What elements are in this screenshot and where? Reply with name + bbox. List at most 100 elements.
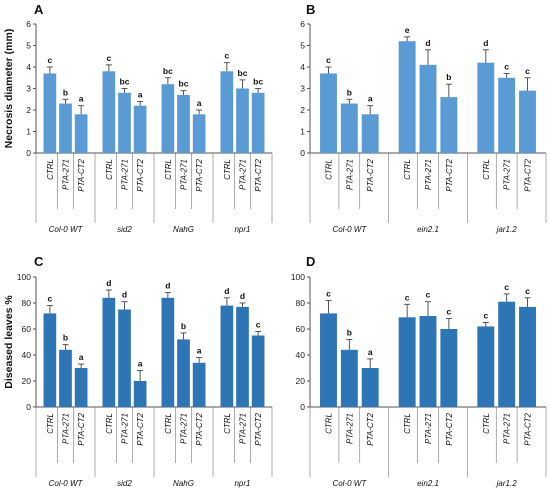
panel-c-group-label: sid2 (117, 479, 132, 488)
panel-a-significance-letter: c (224, 51, 229, 61)
panel-a-category-label: PTA-271 (180, 159, 189, 190)
panel-b-y-tick-label: 5 (300, 41, 305, 51)
panel-d-y-tick-label: 60 (296, 324, 306, 334)
panel-c-category-label: CTRL (46, 413, 55, 434)
panel-b-group-label: Col-0 WT (332, 225, 367, 234)
panel-a-significance-letter: a (197, 98, 202, 108)
panel-d-bar (519, 306, 536, 407)
panel-c-y-axis-title: Diseased leaves % (3, 295, 15, 389)
panel-c-bar (251, 335, 265, 407)
panel-a-bar (74, 114, 88, 153)
panel-d-category-label: CTRL (403, 413, 412, 434)
panel-c-significance-letter: c (256, 320, 261, 330)
panel-c-bar (161, 297, 175, 407)
panel-a-group-label: Col-0 WT (49, 225, 84, 234)
panel-d-group-label: jar1.2 (496, 479, 518, 488)
panel-a-y-tick-label: 1 (26, 127, 31, 137)
panel-c-category-label: PTA-CT2 (77, 412, 86, 445)
panel-a-category-label: PTA-CT2 (254, 158, 263, 191)
panel-c-category-label: PTA-CT2 (195, 412, 204, 445)
panel-a-bar (192, 114, 206, 153)
panel-c-category-label: PTA-271 (180, 413, 189, 444)
panel-a-bar (177, 94, 190, 153)
panel-b-category-label: CTRL (324, 159, 333, 180)
panel-a-significance-letter: a (79, 94, 84, 104)
panel-b-y-tick-label: 1 (300, 127, 305, 137)
panel-c-category-label: PTA-271 (121, 413, 130, 444)
panel-c-significance-letter: d (106, 278, 111, 288)
panel-d-significance-letter: c (446, 307, 451, 317)
panel-b-category-label: PTA-271 (345, 159, 354, 190)
panel-b-category-label: PTA-CT2 (445, 158, 454, 191)
panel-d-significance-letter: c (504, 282, 509, 292)
panel-d-significance-letter: c (426, 290, 431, 300)
panel-c-significance-letter: a (79, 352, 84, 362)
panel-b-significance-letter: d (483, 38, 488, 48)
panel-d-significance-letter: c (326, 288, 331, 298)
panel-a-group-label: NahG (173, 225, 194, 234)
panel-d-category-label: CTRL (324, 413, 333, 434)
panel-d-y-tick-label: 80 (296, 298, 306, 308)
panel-c-group-label: Col-0 WT (49, 479, 84, 488)
panel-b-significance-letter: d (425, 38, 430, 48)
panel-b-significance-letter: c (525, 66, 530, 76)
panel-a-y-tick-label: 2 (26, 105, 31, 115)
panel-a-y-tick-label: 5 (26, 41, 31, 51)
panel-b-bar (440, 97, 458, 153)
panel-c-category-label: PTA-271 (239, 413, 248, 444)
panel-a-y-axis-title: Necrosis diameter (mm) (3, 29, 15, 149)
panel-a-group-label: npr1 (234, 225, 250, 234)
panel-c-significance-letter: d (165, 281, 170, 291)
panel-a-significance-letter: bc (163, 66, 173, 76)
panel-a-letter: A (34, 2, 44, 17)
panel-d-bar (340, 349, 358, 407)
panel-c-letter: C (34, 254, 44, 269)
panel-b-category-label: PTA-271 (503, 159, 512, 190)
panel-d-bar (398, 317, 416, 407)
panel-d-y-tick-label: 100 (291, 272, 305, 282)
panel-a-bar (236, 88, 249, 153)
panel-d-group-label: Col-0 WT (332, 479, 367, 488)
panel-a-significance-letter: c (106, 53, 111, 63)
panel-c-bar (192, 362, 206, 407)
panel-a-category-label: CTRL (46, 159, 55, 180)
panel-c-significance-letter: d (122, 290, 127, 300)
panel-c-category-label: PTA-CT2 (254, 412, 263, 445)
panel-c-bar (133, 381, 147, 407)
panel-d-significance-letter: a (368, 347, 373, 357)
panel-c-significance-letter: d (224, 286, 229, 296)
panel-d-y-tick-label: 20 (296, 376, 306, 386)
panel-b-category-label: CTRL (482, 159, 491, 180)
panel-b-bar (519, 90, 536, 153)
panel-c-y-tick-label: 100 (17, 272, 31, 282)
panel-d-bar (320, 313, 337, 407)
panel-a-significance-letter: b (63, 87, 68, 97)
panel-b-letter: B (306, 2, 315, 17)
panel-c-significance-letter: c (47, 294, 52, 304)
panel-d-significance-letter: b (347, 327, 352, 337)
panel-c-significance-letter: d (240, 291, 245, 301)
panel-b-category-label: PTA-CT2 (366, 158, 375, 191)
panel-c-significance-letter: a (197, 346, 202, 356)
panel-b-y-tick-label: 3 (300, 84, 305, 94)
panel-a-y-tick-label: 6 (26, 19, 31, 29)
panel-d-y-tick-label: 0 (300, 402, 305, 412)
panel-c-bar (236, 306, 249, 407)
panel-d-bar (361, 368, 379, 407)
panel-d-significance-letter: c (483, 311, 488, 321)
panel-a-category-label: PTA-CT2 (136, 158, 145, 191)
panel-c-bar (118, 309, 131, 407)
panel-a-bar (43, 73, 57, 153)
panel-d-category-label: PTA-CT2 (366, 412, 375, 445)
panel-b-significance-letter: b (347, 87, 352, 97)
panel-b-significance-letter: b (446, 72, 451, 82)
panel-b-bar (320, 73, 337, 153)
panel-c-group-label: npr1 (234, 479, 250, 488)
panel-d-significance-letter: c (405, 292, 410, 302)
panel-a-significance-letter: c (47, 55, 52, 65)
panel-a-bar (161, 84, 175, 153)
panel-d-bar (440, 329, 458, 407)
panel-c-y-tick-label: 20 (22, 376, 32, 386)
panel-a-category-label: PTA-CT2 (195, 158, 204, 191)
panel-c-significance-letter: a (138, 359, 143, 369)
